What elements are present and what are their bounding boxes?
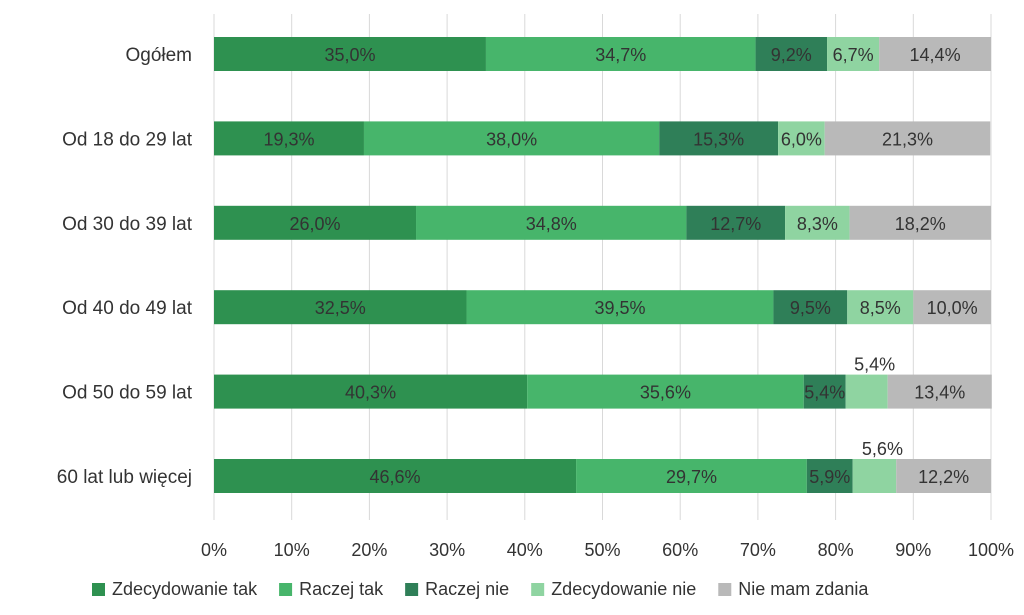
x-tick-label: 10% — [274, 540, 310, 560]
x-tick-label: 70% — [740, 540, 776, 560]
bar-segment — [214, 37, 486, 71]
bar-segment — [214, 374, 528, 409]
data-label: 40,3% — [345, 383, 396, 403]
data-label: 5,6% — [862, 439, 903, 459]
bar-segment — [852, 459, 897, 493]
category-label: 60 lat lub więcej — [57, 467, 192, 488]
data-label: 29,7% — [666, 467, 717, 487]
bar-segment — [887, 374, 992, 409]
data-label: 34,7% — [595, 45, 646, 65]
bar-segment — [214, 290, 467, 325]
legend-swatch — [531, 583, 545, 596]
bar-segment — [466, 290, 774, 325]
bar-segment — [576, 459, 807, 493]
legend: Zdecydowanie tak Raczej tak Raczej nie Zdec… — [92, 579, 869, 599]
bar-segment — [363, 121, 660, 156]
data-label: 38,0% — [486, 129, 537, 149]
data-label: 8,3% — [797, 214, 838, 234]
legend-label: Zdecydowanie tak — [112, 579, 258, 599]
bar-segment — [416, 205, 687, 240]
bar-segment — [686, 205, 786, 240]
data-label: 18,2% — [895, 214, 946, 234]
category-label: Od 50 do 59 lat — [62, 383, 193, 404]
data-label: 13,4% — [914, 383, 965, 403]
data-label: 10,0% — [927, 298, 978, 318]
bar-segment — [485, 37, 756, 71]
data-label: 5,9% — [809, 467, 850, 487]
data-label: 46,6% — [370, 467, 421, 487]
data-label: 8,5% — [860, 298, 901, 318]
bar-segment — [803, 374, 846, 409]
data-label: 32,5% — [315, 298, 366, 318]
category-labels: Ogółem Od 18 do 29 lat Od 30 do 39 lat Od 4… — [57, 45, 193, 488]
x-tick-label: 80% — [818, 540, 854, 560]
category-label: Ogółem — [125, 45, 192, 66]
data-label: 35,0% — [324, 45, 375, 65]
legend-swatch — [405, 583, 419, 596]
legend-swatch — [92, 583, 105, 596]
category-label: Od 30 do 39 lat — [62, 214, 193, 235]
gridlines — [213, 14, 992, 520]
legend-swatch — [718, 583, 732, 596]
bar-segment — [913, 290, 991, 325]
legend-label: Raczej tak — [299, 579, 384, 599]
bar-segment — [824, 121, 991, 156]
legend-swatch — [279, 583, 293, 596]
data-label: 15,3% — [693, 129, 744, 149]
data-label: 19,3% — [263, 129, 314, 149]
data-label: 26,0% — [289, 214, 340, 234]
bar-segment — [214, 121, 364, 156]
bar-segment — [755, 37, 828, 71]
data-label: 5,4% — [804, 383, 845, 403]
bar-segment — [785, 205, 850, 240]
data-label: 21,3% — [882, 129, 933, 149]
category-label: Od 40 do 49 lat — [62, 298, 193, 319]
bar-segment — [773, 290, 848, 325]
bar-segment — [214, 459, 577, 493]
bar-segment — [659, 121, 779, 156]
legend-label: Raczej nie — [425, 579, 509, 599]
category-label: Od 18 do 29 lat — [62, 129, 193, 150]
bar-segment — [827, 37, 880, 71]
legend-label: Zdecydowanie nie — [551, 579, 696, 599]
bars: 35,0% 34,7% 9,2% 6,7% 14,4% 19,3% 38,0% 15,3% 6,… — [214, 37, 992, 493]
bar-segment — [214, 205, 417, 240]
bar-segment — [845, 374, 888, 409]
bar-segment — [847, 290, 914, 325]
x-tick-label: 90% — [895, 540, 931, 560]
data-label: 34,8% — [526, 214, 577, 234]
data-label: 12,7% — [710, 214, 761, 234]
x-tick-label: 50% — [584, 540, 620, 560]
x-tick-labels: 0% 10% 20% 30% 40% 50% 60% 70% 80% 90% 100% — [201, 540, 1014, 560]
bar-segment — [527, 374, 804, 409]
x-tick-label: 0% — [201, 540, 227, 560]
legend-label: Nie mam zdania — [738, 579, 869, 599]
data-label: 12,2% — [918, 467, 969, 487]
data-label: 14,4% — [910, 45, 961, 65]
data-label: 5,4% — [854, 355, 895, 375]
data-label: 9,5% — [790, 298, 831, 318]
data-label: 35,6% — [640, 383, 691, 403]
data-label: 6,7% — [833, 45, 874, 65]
bar-segment — [896, 459, 991, 493]
bar-segment — [806, 459, 853, 493]
x-tick-label: 100% — [968, 540, 1014, 560]
x-tick-label: 60% — [662, 540, 698, 560]
bar-segment — [879, 37, 991, 71]
x-tick-label: 40% — [507, 540, 543, 560]
bar-segment — [778, 121, 825, 156]
x-tick-label: 20% — [351, 540, 387, 560]
data-label: 6,0% — [781, 129, 822, 149]
data-label: 39,5% — [594, 298, 645, 318]
bar-segment — [849, 205, 991, 240]
x-tick-label: 30% — [429, 540, 465, 560]
data-label: 9,2% — [771, 45, 812, 65]
